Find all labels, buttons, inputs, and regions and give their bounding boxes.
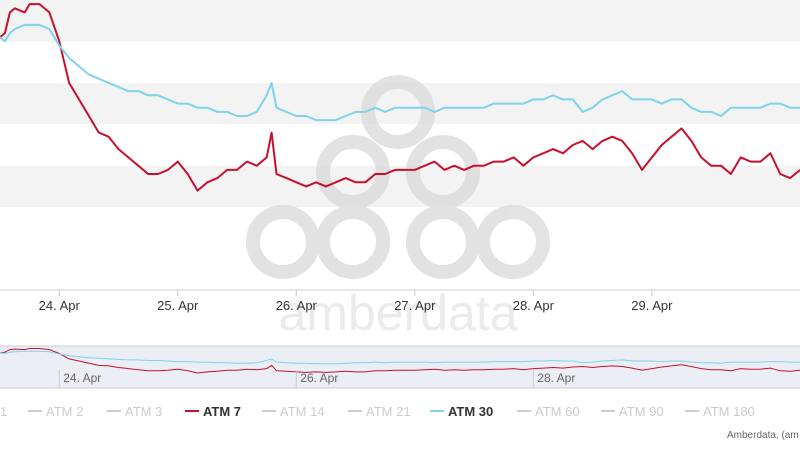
x-axis: 24. Apr 25. Apr 26. Apr 27. Apr 28. Apr 29. A… — [0, 289, 800, 313]
legend-item-atm-14[interactable]: ATM 14 — [262, 404, 325, 419]
legend-label: ATM 7 — [203, 404, 241, 419]
legend-label: ATM 60 — [535, 404, 580, 419]
navigator-series — [0, 348, 800, 374]
series-line-atm-7[interactable] — [0, 3, 800, 192]
legend-label: ATM 180 — [703, 404, 755, 419]
x-tick-label: 27. Apr — [394, 298, 436, 313]
legend-item-atm-1[interactable]: 1 — [0, 404, 7, 419]
navigator-series-line-atm-30 — [0, 350, 800, 365]
series-line-atm-30[interactable] — [0, 23, 800, 122]
legend-item-atm-2[interactable]: ATM 2 — [28, 404, 83, 419]
legend-label: ATM 14 — [280, 404, 325, 419]
x-tick-label: 29. Apr — [631, 298, 673, 313]
navigator-tick-label: 24. Apr — [63, 371, 101, 385]
legend-label: 1 — [0, 404, 7, 419]
x-tick-label: 28. Apr — [513, 298, 555, 313]
legend-item-atm-3[interactable]: ATM 3 — [107, 404, 162, 419]
x-tick-label: 25. Apr — [157, 298, 199, 313]
navigator-tick-label: 26. Apr — [300, 371, 338, 385]
plot-bands — [0, 0, 800, 208]
navigator-tick-label: 28. Apr — [537, 371, 575, 385]
legend[interactable]: 1 ATM 2 ATM 3 ATM 7 ATM 14 ATM 21 ATM 30 ATM 60… — [0, 404, 755, 419]
chart-credit[interactable]: Amberdata, (am — [727, 430, 799, 441]
x-tick-label: 24. Apr — [39, 298, 81, 313]
legend-label: ATM 90 — [619, 404, 664, 419]
series-lines — [0, 3, 800, 192]
x-tick-label: 26. Apr — [276, 298, 318, 313]
legend-item-atm-7[interactable]: ATM 7 — [185, 404, 241, 419]
amberdata-logo-icon — [246, 75, 550, 279]
navigator-selection[interactable] — [0, 346, 800, 388]
legend-item-atm-60[interactable]: ATM 60 — [517, 404, 580, 419]
navigator-x-axis: 24. Apr 26. Apr 28. Apr — [58, 370, 575, 388]
navigator-series-line-atm-7 — [0, 348, 800, 374]
legend-label: ATM 2 — [46, 404, 83, 419]
plot-band — [0, 0, 800, 42]
legend-label: ATM 3 — [125, 404, 162, 419]
legend-item-atm-21[interactable]: ATM 21 — [348, 404, 411, 419]
watermark-text: amberdata — [278, 285, 517, 341]
legend-item-atm-180[interactable]: ATM 180 — [685, 404, 755, 419]
legend-item-atm-30[interactable]: ATM 30 — [430, 404, 493, 419]
navigator[interactable]: 24. Apr 26. Apr 28. Apr — [0, 345, 800, 389]
amberdata-watermark: amberdata — [246, 75, 550, 341]
legend-label: ATM 30 — [448, 404, 493, 419]
legend-label: ATM 21 — [366, 404, 411, 419]
plot-band — [0, 165, 800, 208]
plot-band — [0, 82, 800, 125]
legend-item-atm-90[interactable]: ATM 90 — [601, 404, 664, 419]
